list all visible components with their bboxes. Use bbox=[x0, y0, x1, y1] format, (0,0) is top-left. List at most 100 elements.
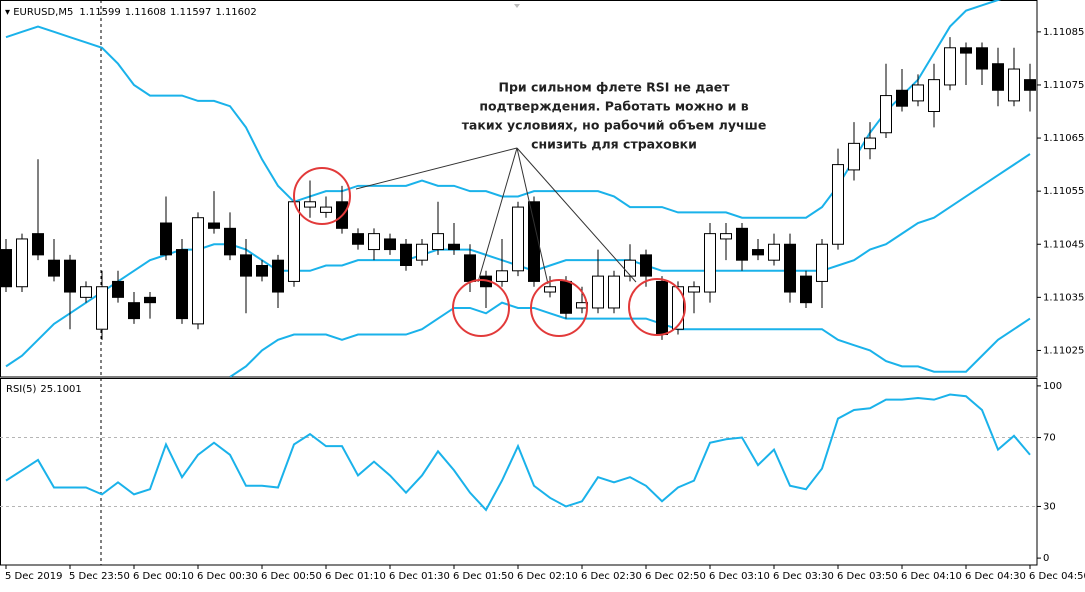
candle-body bbox=[64, 259, 76, 293]
candle-body bbox=[560, 280, 572, 314]
candle-body bbox=[832, 164, 844, 245]
axes: 1.11025 1.11035 1.11045 1.11055 1.11065 1.110… bbox=[5, 27, 1085, 582]
highlight-circle bbox=[452, 279, 510, 337]
x-tick-label: 5 Dec 2019 bbox=[5, 571, 63, 582]
candle-body bbox=[912, 84, 924, 102]
x-tick-label: 6 Dec 02:30 bbox=[581, 571, 642, 582]
x-tick-label: 6 Dec 00:10 bbox=[133, 571, 194, 582]
main-plot bbox=[0, 0, 1036, 377]
annotation-line: снизить для страховки bbox=[531, 137, 697, 152]
pointer-line bbox=[477, 147, 518, 283]
y-tick-label: 1.11035 bbox=[1043, 292, 1084, 303]
candle-body bbox=[128, 302, 140, 320]
x-tick-label: 6 Dec 03:50 bbox=[837, 571, 898, 582]
y-tick-label: 0 bbox=[1043, 553, 1049, 564]
x-tick-label: 6 Dec 01:10 bbox=[325, 571, 386, 582]
x-tick-label: 6 Dec 00:30 bbox=[197, 571, 258, 582]
candle-body bbox=[640, 254, 652, 277]
x-tick-label: 6 Dec 04:30 bbox=[965, 571, 1026, 582]
candle-body bbox=[608, 275, 620, 309]
y-tick-label: 30 bbox=[1043, 501, 1056, 512]
menu-icon: ▾ bbox=[5, 7, 13, 18]
highlight-circle bbox=[530, 279, 588, 337]
candle-body bbox=[880, 95, 892, 134]
x-tick-label: 6 Dec 02:50 bbox=[645, 571, 706, 582]
candle-body bbox=[288, 201, 300, 282]
x-tick-label: 6 Dec 01:30 bbox=[389, 571, 450, 582]
annotation-line: подтверждения. Работать можно и в bbox=[479, 99, 748, 114]
candle-body bbox=[864, 137, 876, 150]
y-tick-label: 1.11045 bbox=[1043, 239, 1084, 250]
y-tick-label: 1.11065 bbox=[1043, 133, 1084, 144]
y-tick-label: 1.11025 bbox=[1043, 345, 1084, 356]
candle-body bbox=[1008, 68, 1020, 102]
candle-body bbox=[784, 243, 796, 293]
candle-body bbox=[208, 222, 220, 229]
ohlc: 1.11599 bbox=[79, 7, 120, 18]
candle-body bbox=[928, 79, 940, 113]
candle-body bbox=[304, 201, 316, 208]
pointer-line bbox=[516, 147, 549, 285]
candle-body bbox=[240, 254, 252, 277]
candle-body bbox=[960, 47, 972, 54]
candle-body bbox=[176, 249, 188, 320]
candle-body bbox=[816, 243, 828, 282]
pointer-line bbox=[516, 147, 637, 283]
ohlc: 1.11597 bbox=[170, 7, 211, 18]
candle-body bbox=[96, 286, 108, 330]
x-tick-label: 6 Dec 03:30 bbox=[773, 571, 834, 582]
candle-body bbox=[704, 233, 716, 293]
candle-body bbox=[384, 238, 396, 251]
candle-body bbox=[992, 63, 1004, 91]
candle-body bbox=[688, 286, 700, 293]
candle-body bbox=[848, 142, 860, 171]
annotation-line: таких условиях, но рабочий объем лучше bbox=[462, 118, 767, 133]
candle-body bbox=[112, 280, 124, 298]
y-tick-label: 100 bbox=[1043, 381, 1062, 392]
candle-body bbox=[528, 201, 540, 282]
candle-body bbox=[320, 206, 332, 213]
candle-body bbox=[720, 233, 732, 240]
main-panel bbox=[0, 0, 1038, 378]
x-tick-label: 6 Dec 01:50 bbox=[453, 571, 514, 582]
highlight-circle bbox=[628, 278, 686, 336]
candle-body bbox=[352, 233, 364, 245]
symbol: EURUSD,M5 bbox=[13, 7, 73, 18]
annotation-line: При сильном флете RSI не дает bbox=[499, 80, 731, 95]
x-tick-label: 5 Dec 23:50 bbox=[69, 571, 130, 582]
annotation-shapes bbox=[293, 147, 686, 337]
candle-body bbox=[496, 270, 508, 282]
scroll-marker bbox=[514, 4, 520, 8]
candle-body bbox=[192, 217, 204, 325]
candle-body bbox=[416, 243, 428, 261]
candle-body bbox=[1024, 79, 1036, 91]
x-tick-label: 6 Dec 02:10 bbox=[517, 571, 578, 582]
candle-body bbox=[0, 249, 12, 288]
rsi-header: RSI(5) 25.1001 bbox=[6, 384, 82, 395]
candle-body bbox=[768, 243, 780, 261]
candle-body bbox=[224, 227, 236, 256]
x-tick-label: 6 Dec 04:10 bbox=[901, 571, 962, 582]
rsi-plot bbox=[0, 393, 1037, 512]
candle-body bbox=[896, 89, 908, 107]
candle-body bbox=[752, 249, 764, 256]
band-lower bbox=[229, 301, 1031, 377]
candle-body bbox=[672, 286, 684, 330]
candle-body bbox=[656, 280, 668, 336]
candle-body bbox=[464, 254, 476, 282]
candle-body bbox=[16, 238, 28, 288]
candle-body bbox=[48, 259, 60, 277]
candle-body bbox=[368, 233, 380, 251]
candle-body bbox=[976, 47, 988, 70]
annotation: При сильном флете RSI не дает подтвержден… bbox=[462, 80, 767, 152]
y-tick-label: 70 bbox=[1043, 433, 1056, 444]
rsi-current: 25.1001 bbox=[40, 384, 81, 395]
x-tick-label: 6 Dec 03:10 bbox=[709, 571, 770, 582]
candle-body bbox=[32, 233, 44, 256]
candle-body bbox=[736, 227, 748, 261]
candle-body bbox=[448, 243, 460, 251]
pointer-line bbox=[355, 147, 518, 190]
highlight-circle bbox=[293, 167, 351, 225]
ohlc: 1.11602 bbox=[215, 7, 256, 18]
